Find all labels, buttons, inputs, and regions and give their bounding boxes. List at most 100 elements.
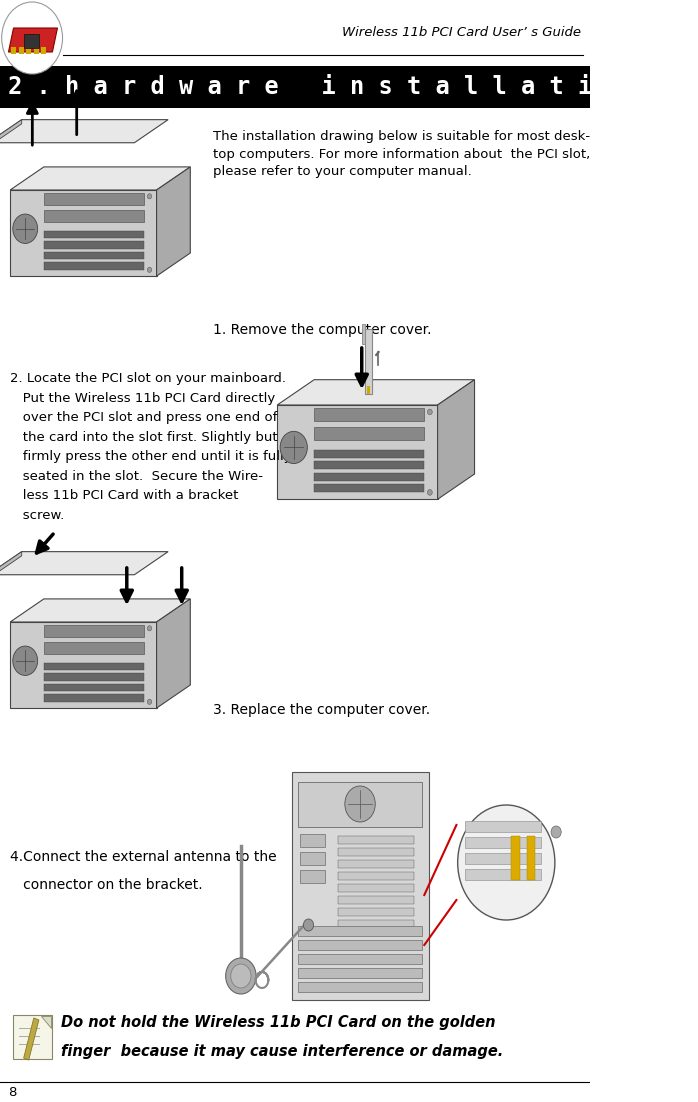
Bar (298, 926, 422, 936)
Bar (44, 663, 144, 670)
Polygon shape (0, 552, 168, 575)
Polygon shape (277, 406, 438, 499)
Text: Do not hold the Wireless 11b PCI Card on the golden: Do not hold the Wireless 11b PCI Card on… (61, 1015, 496, 1030)
Text: less 11b PCI Card with a bracket: less 11b PCI Card with a bracket (10, 489, 239, 503)
Circle shape (147, 267, 151, 272)
Bar (512, 836, 520, 880)
Bar (0, 66, 590, 108)
Bar (338, 872, 414, 880)
Bar (298, 982, 422, 992)
Text: 2 . h a r d w a r e   i n s t a l l a t i o n: 2 . h a r d w a r e i n s t a l l a t i … (8, 75, 650, 99)
Bar (300, 869, 325, 883)
Circle shape (280, 431, 307, 464)
Bar (41, 47, 47, 54)
Bar (314, 462, 424, 469)
Polygon shape (10, 166, 191, 190)
Bar (44, 241, 144, 249)
Bar (314, 485, 424, 493)
Bar (44, 694, 144, 702)
Bar (314, 426, 424, 440)
Bar (27, 47, 31, 54)
Bar (365, 329, 372, 395)
Bar (44, 210, 144, 222)
Bar (338, 884, 414, 892)
Bar (300, 834, 325, 847)
Circle shape (345, 786, 376, 822)
Bar (314, 409, 424, 421)
Text: finger  because it may cause interference or damage.: finger because it may cause interference… (61, 1044, 503, 1059)
Bar (298, 954, 422, 964)
Polygon shape (0, 120, 22, 147)
Bar (44, 193, 144, 205)
Bar (19, 47, 24, 54)
Polygon shape (0, 552, 22, 579)
Text: The installation drawing below is suitable for most desk-
top computers. For mor: The installation drawing below is suitab… (213, 130, 591, 179)
Bar (362, 324, 365, 344)
Circle shape (13, 646, 38, 676)
Bar (44, 642, 144, 653)
Circle shape (13, 214, 38, 244)
Polygon shape (10, 190, 156, 277)
Circle shape (231, 964, 251, 988)
Bar (34, 47, 39, 54)
Text: screw.: screw. (10, 508, 64, 521)
Circle shape (551, 826, 561, 838)
Bar (367, 386, 368, 395)
Bar (44, 262, 144, 270)
Bar (465, 838, 541, 849)
Polygon shape (277, 380, 475, 406)
Circle shape (147, 626, 151, 631)
Text: seated in the slot.  Secure the Wire-: seated in the slot. Secure the Wire- (10, 469, 263, 483)
Bar (300, 852, 325, 865)
Circle shape (304, 919, 313, 931)
Circle shape (427, 489, 432, 495)
Bar (44, 252, 144, 259)
Text: Wireless 11b PCI Card User’ s Guide: Wireless 11b PCI Card User’ s Guide (343, 25, 581, 39)
Bar (24, 34, 39, 48)
Polygon shape (24, 1018, 39, 1060)
Bar (298, 968, 422, 977)
Circle shape (427, 409, 432, 414)
Bar (44, 673, 144, 681)
Bar (465, 853, 541, 864)
Bar (338, 860, 414, 868)
Text: firmly press the other end until it is fully: firmly press the other end until it is f… (10, 450, 292, 463)
Circle shape (225, 958, 256, 994)
Bar (338, 896, 414, 904)
Text: 2. Locate the PCI slot on your mainboard.: 2. Locate the PCI slot on your mainboard… (10, 372, 286, 385)
Polygon shape (438, 380, 475, 499)
Text: the card into the slot first. Slightly but: the card into the slot first. Slightly b… (10, 431, 278, 443)
Text: Put the Wireless 11b PCI Card directly: Put the Wireless 11b PCI Card directly (10, 391, 276, 404)
Bar (526, 836, 535, 880)
Bar (11, 47, 16, 54)
Bar (465, 869, 541, 880)
Polygon shape (156, 598, 191, 709)
Bar (44, 684, 144, 691)
Circle shape (458, 804, 555, 920)
Text: 1. Remove the computer cover.: 1. Remove the computer cover. (213, 323, 431, 337)
Text: connector on the bracket.: connector on the bracket. (10, 878, 202, 892)
FancyBboxPatch shape (13, 1015, 52, 1059)
Text: 3. Replace the computer cover.: 3. Replace the computer cover. (213, 703, 430, 717)
Polygon shape (10, 598, 191, 622)
Text: 8: 8 (8, 1085, 17, 1099)
Bar (338, 836, 414, 844)
Bar (314, 450, 424, 458)
Bar (369, 386, 370, 395)
Bar (338, 908, 414, 916)
Circle shape (147, 699, 151, 704)
Text: over the PCI slot and press one end of: over the PCI slot and press one end of (10, 411, 278, 424)
Bar (338, 849, 414, 856)
Bar (368, 386, 369, 395)
Bar (314, 473, 424, 480)
Polygon shape (156, 166, 191, 277)
Circle shape (1, 2, 63, 74)
Bar (44, 625, 144, 637)
Bar (338, 920, 414, 928)
Bar (298, 782, 422, 826)
Bar (44, 231, 144, 238)
Bar (298, 940, 422, 950)
Polygon shape (40, 1016, 51, 1028)
Text: 4.Connect the external antenna to the: 4.Connect the external antenna to the (10, 850, 277, 864)
Polygon shape (0, 120, 168, 143)
